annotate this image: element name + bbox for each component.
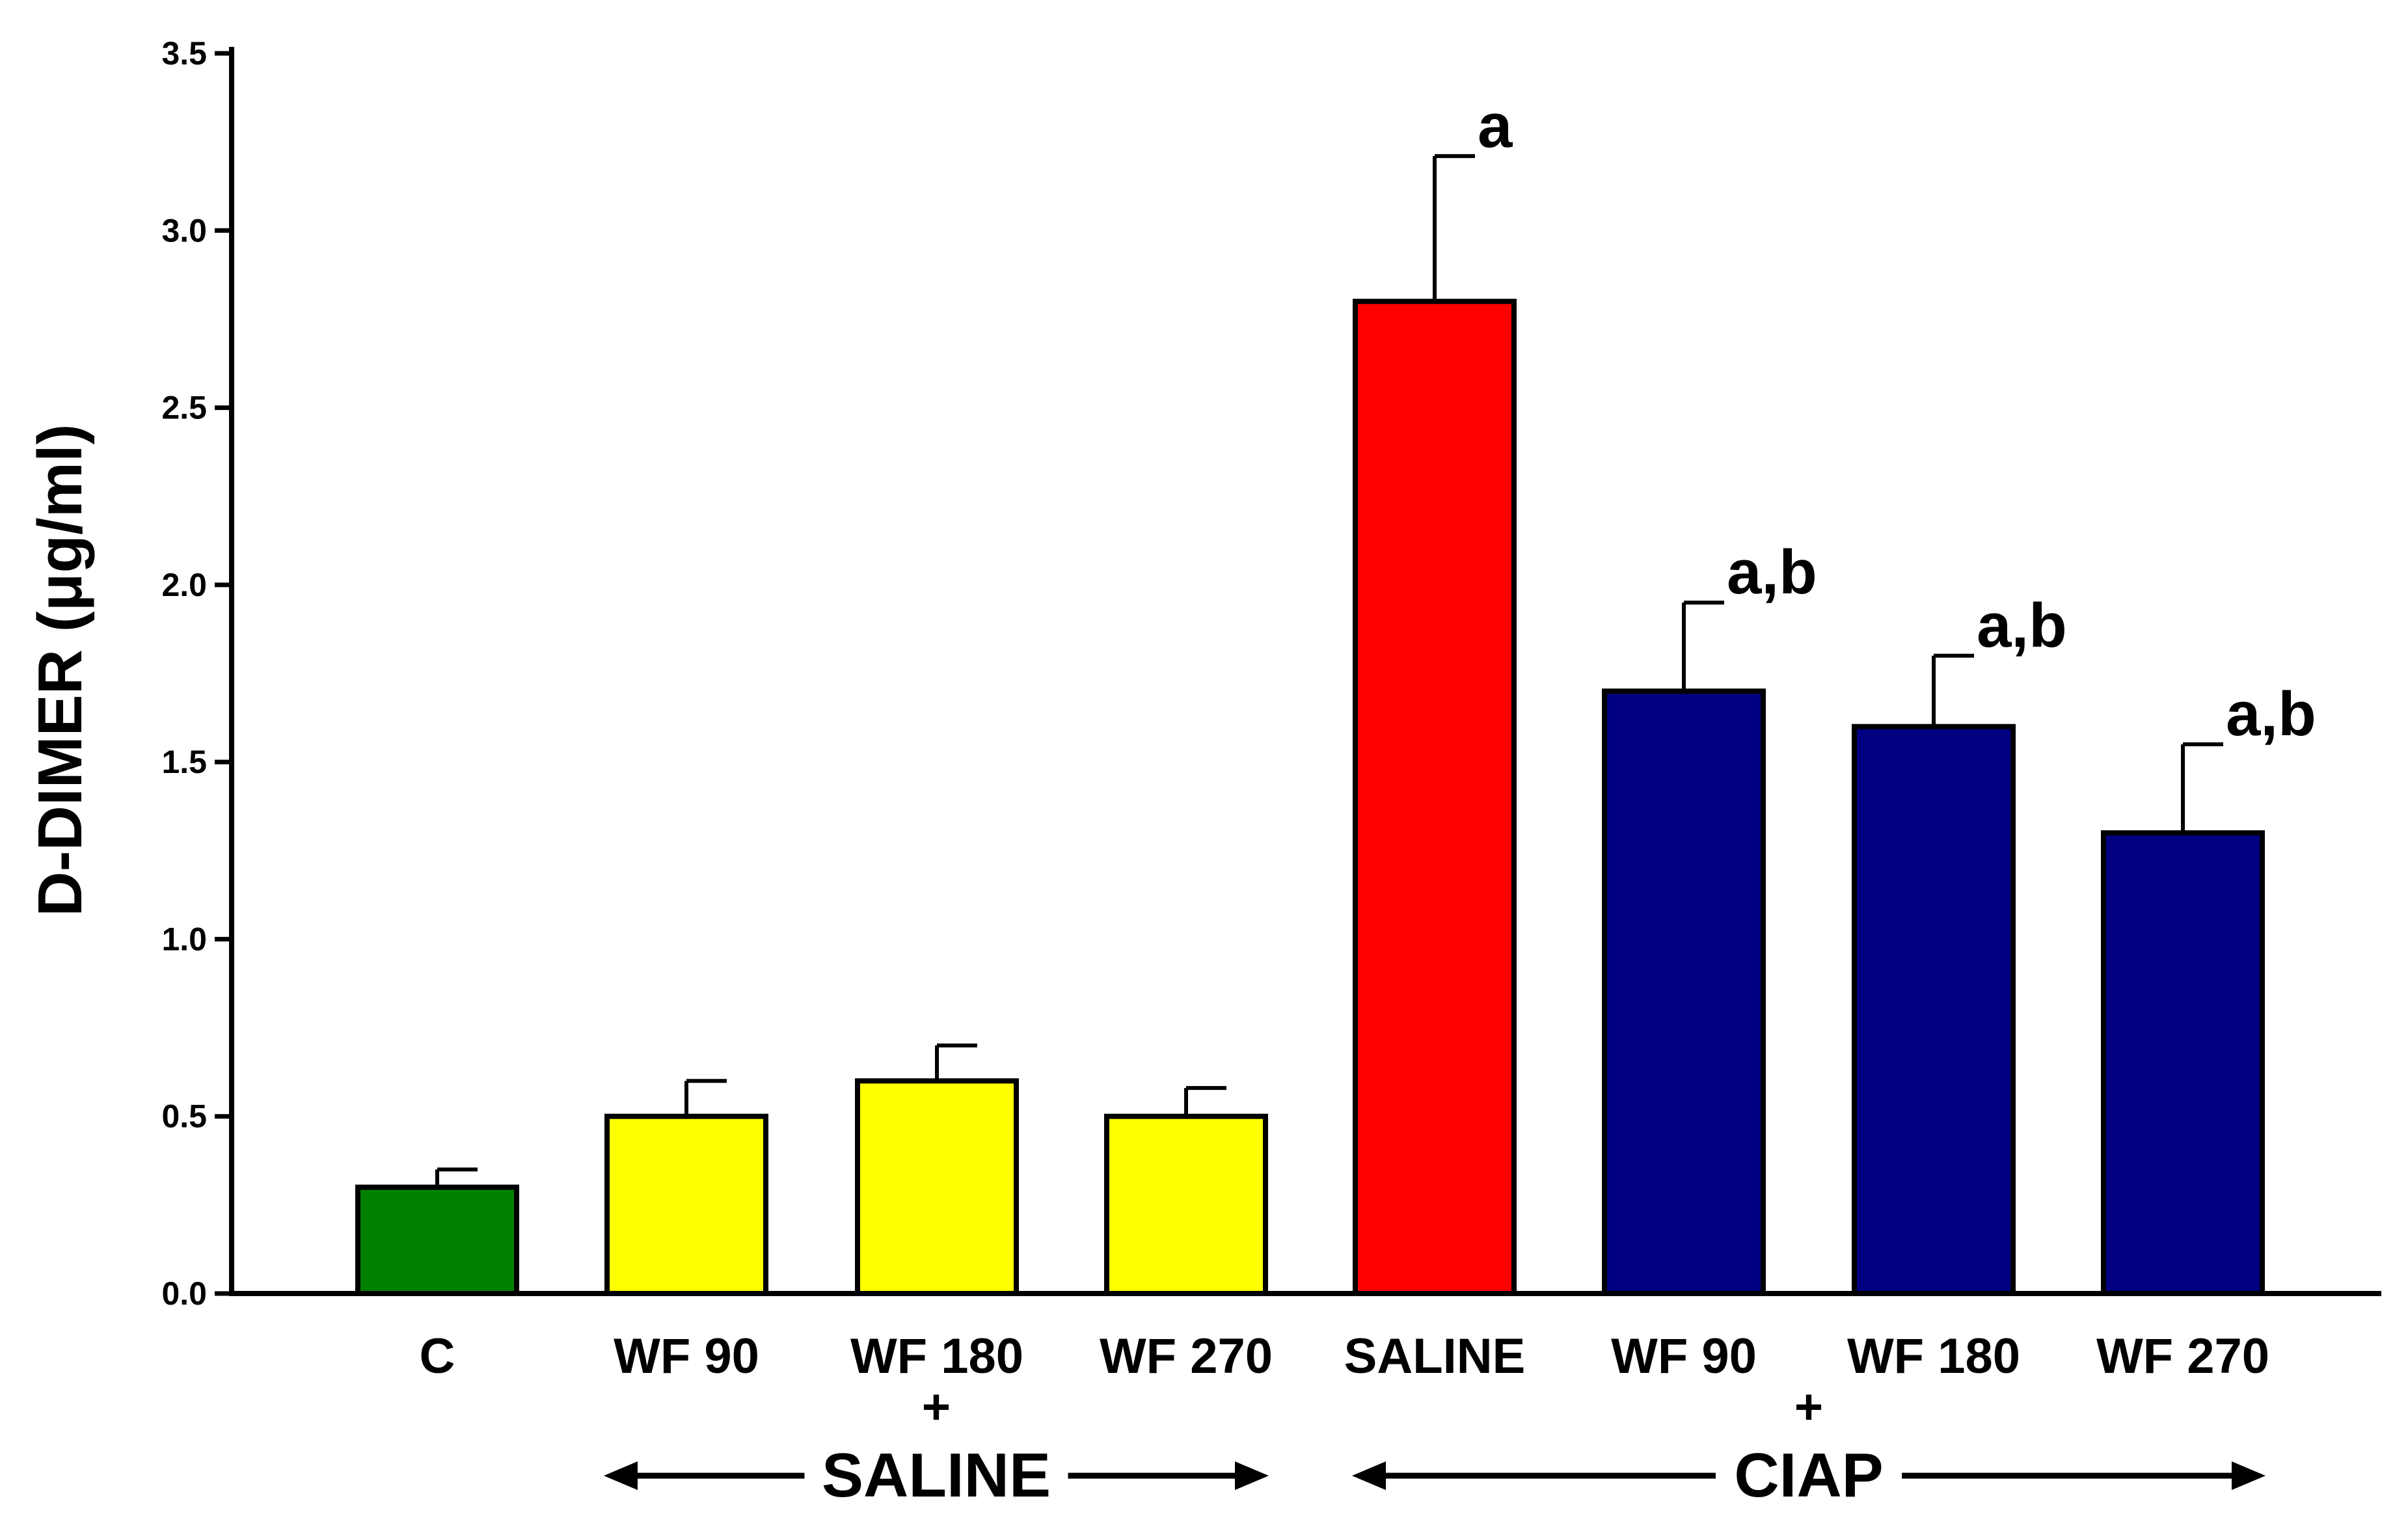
- group-plus: +: [922, 1379, 951, 1435]
- x-tick-label: WF 90: [614, 1329, 759, 1384]
- x-tick-label: WF 180: [1847, 1329, 2020, 1384]
- y-tick-label: 1.0: [161, 921, 207, 957]
- group-label: CIAP: [1734, 1441, 1883, 1510]
- x-tick-label: WF 270: [2096, 1329, 2269, 1384]
- y-ticks: 0.0 0.5 1.0 1.5 2.0 2.5 3.0 3.5: [161, 35, 232, 1312]
- group-arrow-left-head: [1352, 1461, 1386, 1490]
- y-tick-label: 0.0: [161, 1275, 207, 1312]
- bar: [1104, 1113, 1268, 1296]
- group-label: SALINE: [822, 1441, 1051, 1510]
- x-tick-label: WF 90: [1611, 1329, 1757, 1384]
- significance-label: a,b: [1977, 591, 2067, 660]
- bars: a a,b a,b a,b: [355, 91, 2316, 1297]
- significance-label: a,b: [1727, 537, 1817, 607]
- group-arrow-right-head: [1235, 1461, 1269, 1490]
- bar: [355, 1184, 519, 1296]
- significance-label: a,b: [2226, 679, 2316, 749]
- bar: [604, 1113, 768, 1296]
- bar: [2101, 830, 2265, 1296]
- x-tick-labels: C WF 90 WF 180 WF 270 SALINE WF 90 WF 180 WF 27…: [420, 1329, 2269, 1384]
- axes: [229, 47, 2381, 1296]
- group-brackets: + SALINE + CIAP: [604, 1379, 2266, 1510]
- x-tick-label: C: [420, 1329, 455, 1384]
- y-tick-label: 2.0: [161, 567, 207, 603]
- significance-label: a: [1478, 91, 1513, 161]
- group-plus: +: [1794, 1379, 1823, 1435]
- bar: [1852, 724, 2016, 1296]
- group-arrow-right-head: [2232, 1461, 2266, 1490]
- y-tick-label: 0.5: [161, 1098, 207, 1135]
- x-tick-label: WF 270: [1100, 1329, 1273, 1384]
- x-tick-label: WF 180: [850, 1329, 1023, 1384]
- y-axis-label: D-DIMER (μg/ml): [25, 424, 95, 916]
- bar: [1602, 688, 1766, 1296]
- y-tick-label: 1.5: [161, 744, 207, 780]
- group-arrow-left-head: [604, 1461, 638, 1490]
- bar: [1353, 299, 1517, 1297]
- y-tick-label: 3.5: [161, 35, 207, 72]
- y-tick-label: 3.0: [161, 212, 207, 249]
- bar: [855, 1078, 1019, 1297]
- y-tick-label: 2.5: [161, 390, 207, 426]
- x-tick-label: SALINE: [1344, 1329, 1526, 1384]
